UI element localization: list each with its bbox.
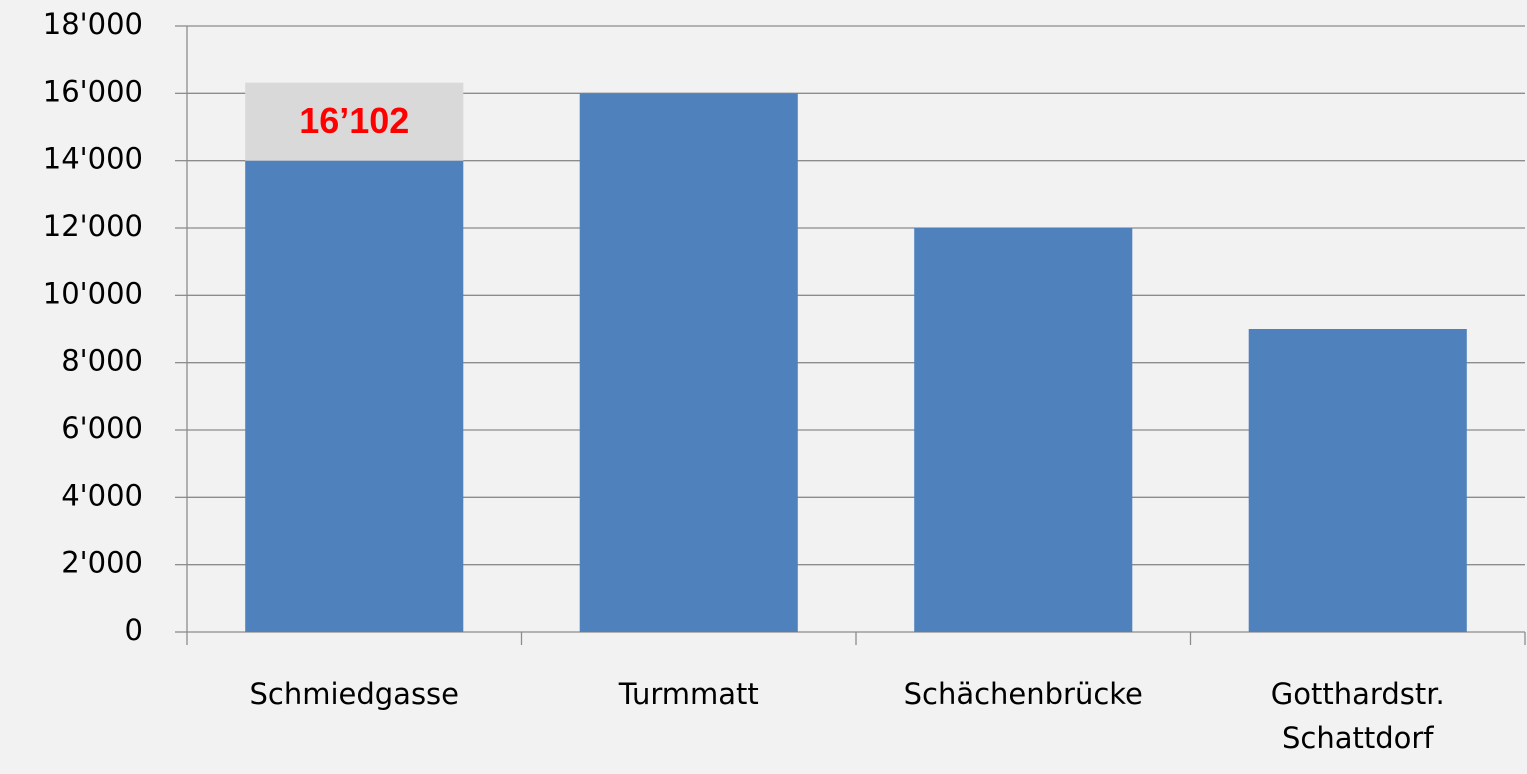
y-tick-label: 14'000 (43, 142, 143, 176)
x-tick-label: Gotthardstr. Schattdorf (1270, 677, 1445, 755)
bar (1248, 329, 1467, 632)
y-tick-label: 10'000 (43, 276, 143, 310)
annotation-box (245, 82, 464, 161)
y-tick-label: 18'000 (43, 7, 143, 41)
y-tick-label: 2'000 (61, 546, 143, 580)
annotation: 16’102 (299, 100, 409, 141)
x-tick-label: Schmiedgasse (249, 677, 460, 711)
x-tick-label: Schächenbrücke (903, 677, 1143, 711)
bar (914, 228, 1133, 632)
y-tick-label: 6'000 (61, 411, 143, 445)
y-tick-label: 12'000 (43, 209, 143, 243)
x-tick-label: Turmmatt (618, 677, 759, 711)
bar (245, 160, 464, 632)
y-tick-label: 4'000 (61, 478, 143, 512)
y-tick-label: 8'000 (61, 344, 143, 378)
y-tick-label: 0 (125, 613, 143, 647)
bar (579, 93, 798, 633)
y-tick-label: 16'000 (43, 74, 143, 108)
